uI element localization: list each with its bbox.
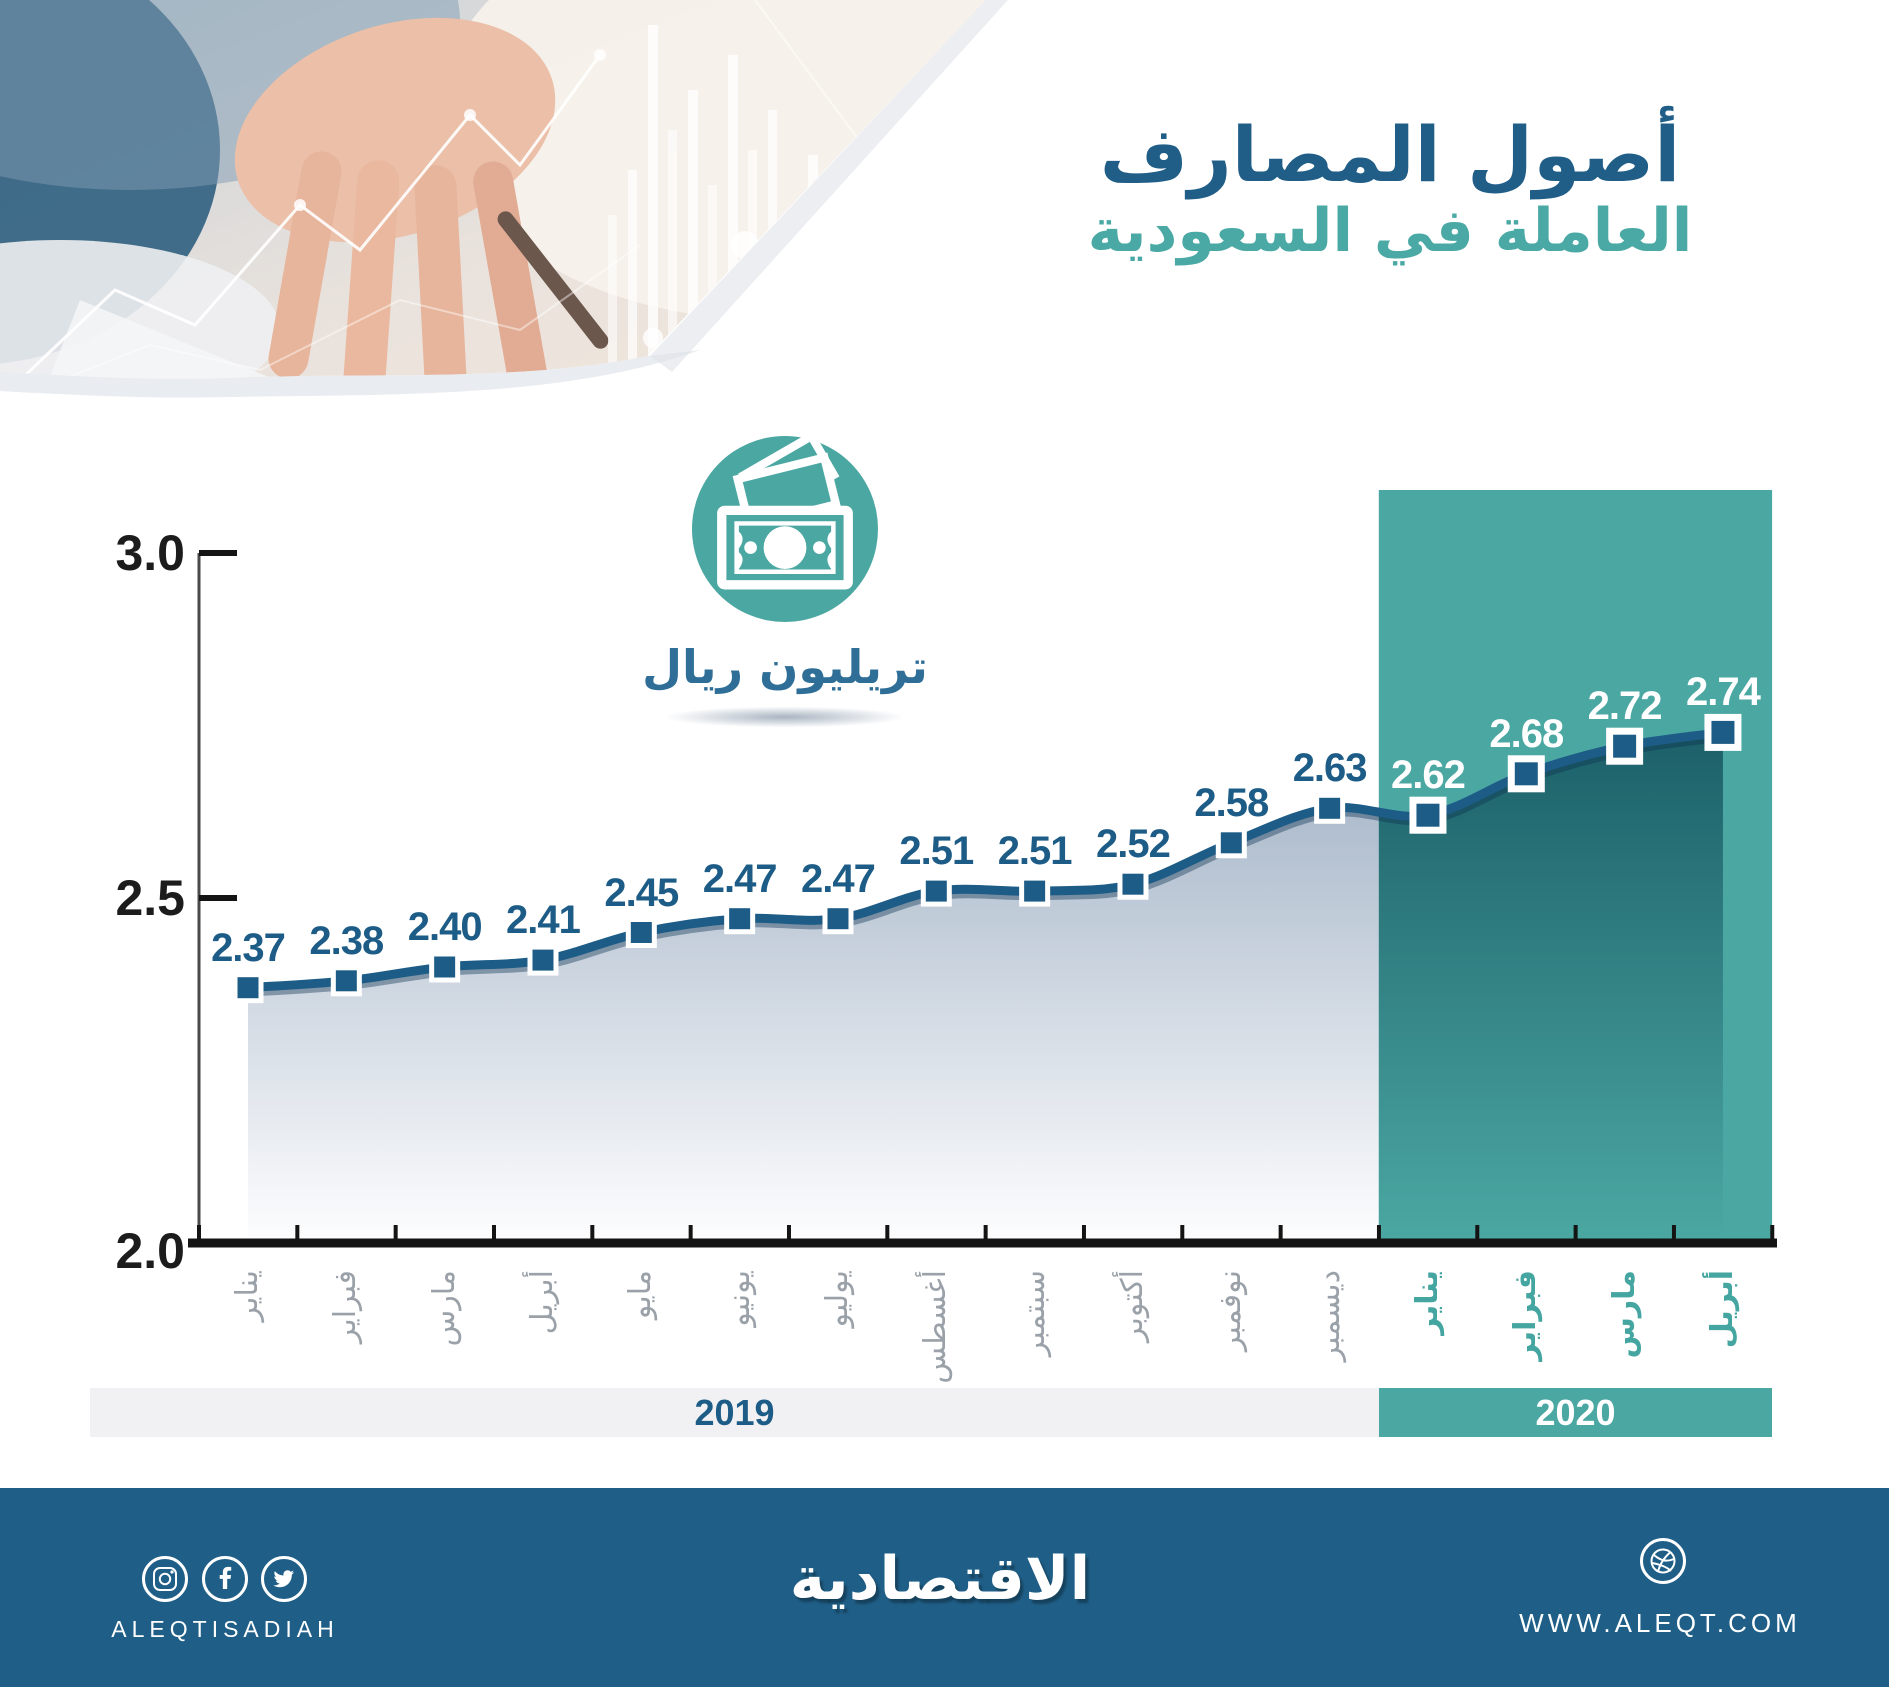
dribbble-ball-icon [1640, 1538, 1686, 1584]
month-label: نوفمبر [1213, 1270, 1249, 1352]
month-label: يونيو [721, 1270, 757, 1327]
instagram-icon[interactable] [142, 1556, 188, 1602]
year-band-2020: 2020 [1379, 1388, 1772, 1437]
data-point-marker [330, 965, 362, 997]
value-label: 2.52 [1096, 822, 1171, 867]
month-label: مايو [623, 1270, 659, 1320]
month-label: فبراير [328, 1270, 364, 1344]
y-axis-label: 3.0 [115, 525, 185, 581]
unit-label: تريليون ريال [642, 640, 928, 694]
page-title: أصول المصارف العاملة في السعودية [950, 112, 1830, 266]
footer: ALEQTISADIAH الاقتصادية WWW.ALEQT.COM [0, 1488, 1889, 1687]
page-title-line2: العاملة في السعودية [1087, 196, 1693, 267]
value-label: 2.45 [604, 870, 679, 915]
value-label: 2.68 [1489, 711, 1564, 756]
value-label: 2.41 [506, 898, 581, 943]
brand-name: ALEQTISADIAH [111, 1616, 339, 1642]
twitter-icon[interactable] [261, 1556, 307, 1602]
trend-line [243, 727, 1728, 993]
overlay-dots [294, 49, 606, 211]
unit-badge [692, 430, 878, 622]
value-label: 2.40 [407, 905, 483, 949]
value-label: 2.72 [1587, 684, 1663, 729]
data-point-marker [1606, 727, 1644, 765]
data-point-marker [429, 951, 461, 983]
y-axis-label: 2.0 [115, 1223, 185, 1279]
y-axis-label: 2.5 [115, 870, 185, 926]
year-band-2019-label: 2019 [694, 1392, 775, 1433]
value-label: 2.37 [211, 925, 286, 970]
value-label: 2.63 [1292, 746, 1368, 791]
banknote-icon [717, 430, 853, 590]
month-label: أكتوبر [1114, 1270, 1150, 1343]
value-label: 2.62 [1391, 753, 1466, 798]
data-point-marker [1215, 827, 1247, 859]
value-label: 2.51 [899, 829, 974, 874]
data-point-marker [1507, 755, 1545, 793]
page-title-line1: أصول المصارف [1099, 110, 1681, 199]
data-point-marker [1117, 868, 1149, 900]
month-label: ديسمبر [1311, 1270, 1347, 1362]
month-label: يناير [230, 1270, 265, 1322]
data-point-marker [822, 903, 854, 935]
month-label: أبريل [1704, 1270, 1740, 1349]
value-label: 2.47 [801, 856, 876, 901]
month-label: مارس [1606, 1270, 1642, 1359]
data-point-marker [724, 903, 756, 935]
value-label: 2.51 [997, 829, 1073, 874]
data-point-marker [1704, 713, 1742, 751]
data-point-marker [1409, 796, 1447, 834]
year-band-2020-label: 2020 [1535, 1392, 1616, 1433]
month-label: سبتمبر [1016, 1270, 1052, 1357]
website-link[interactable]: WWW.ALEQT.COM [1519, 1608, 1801, 1638]
brand-logo: الاقتصادية [789, 1544, 1091, 1614]
month-label: يوليو [819, 1270, 855, 1328]
month-label: فبراير [1508, 1270, 1544, 1361]
unit-shadow [660, 706, 910, 728]
value-label: 2.38 [309, 918, 384, 963]
month-label: أبريل [524, 1270, 560, 1335]
facebook-icon[interactable] [202, 1556, 248, 1602]
area-fill-2019 [248, 807, 1379, 1239]
value-label: 2.58 [1194, 780, 1269, 825]
data-point-marker [527, 944, 559, 976]
hand-shape [40, 17, 609, 379]
data-point-marker [1019, 875, 1051, 907]
data-point-marker [232, 972, 264, 1004]
month-label: يناير [1409, 1270, 1445, 1335]
area-fill-2020 [1378, 732, 1723, 1239]
data-point-marker [920, 875, 952, 907]
swoosh-shape [0, 350, 700, 398]
trend-line-shadow [249, 733, 1726, 997]
year-band-2019: 2019 [90, 1388, 1379, 1437]
data-point-marker [1314, 792, 1346, 824]
pen-shape [497, 211, 609, 349]
month-label: أغسطس [918, 1270, 954, 1384]
data-point-marker [625, 917, 657, 948]
value-label: 2.47 [702, 856, 778, 901]
header-photo [0, 0, 1008, 398]
month-label: مارس [426, 1270, 462, 1347]
value-label: 2.74 [1686, 670, 1761, 715]
